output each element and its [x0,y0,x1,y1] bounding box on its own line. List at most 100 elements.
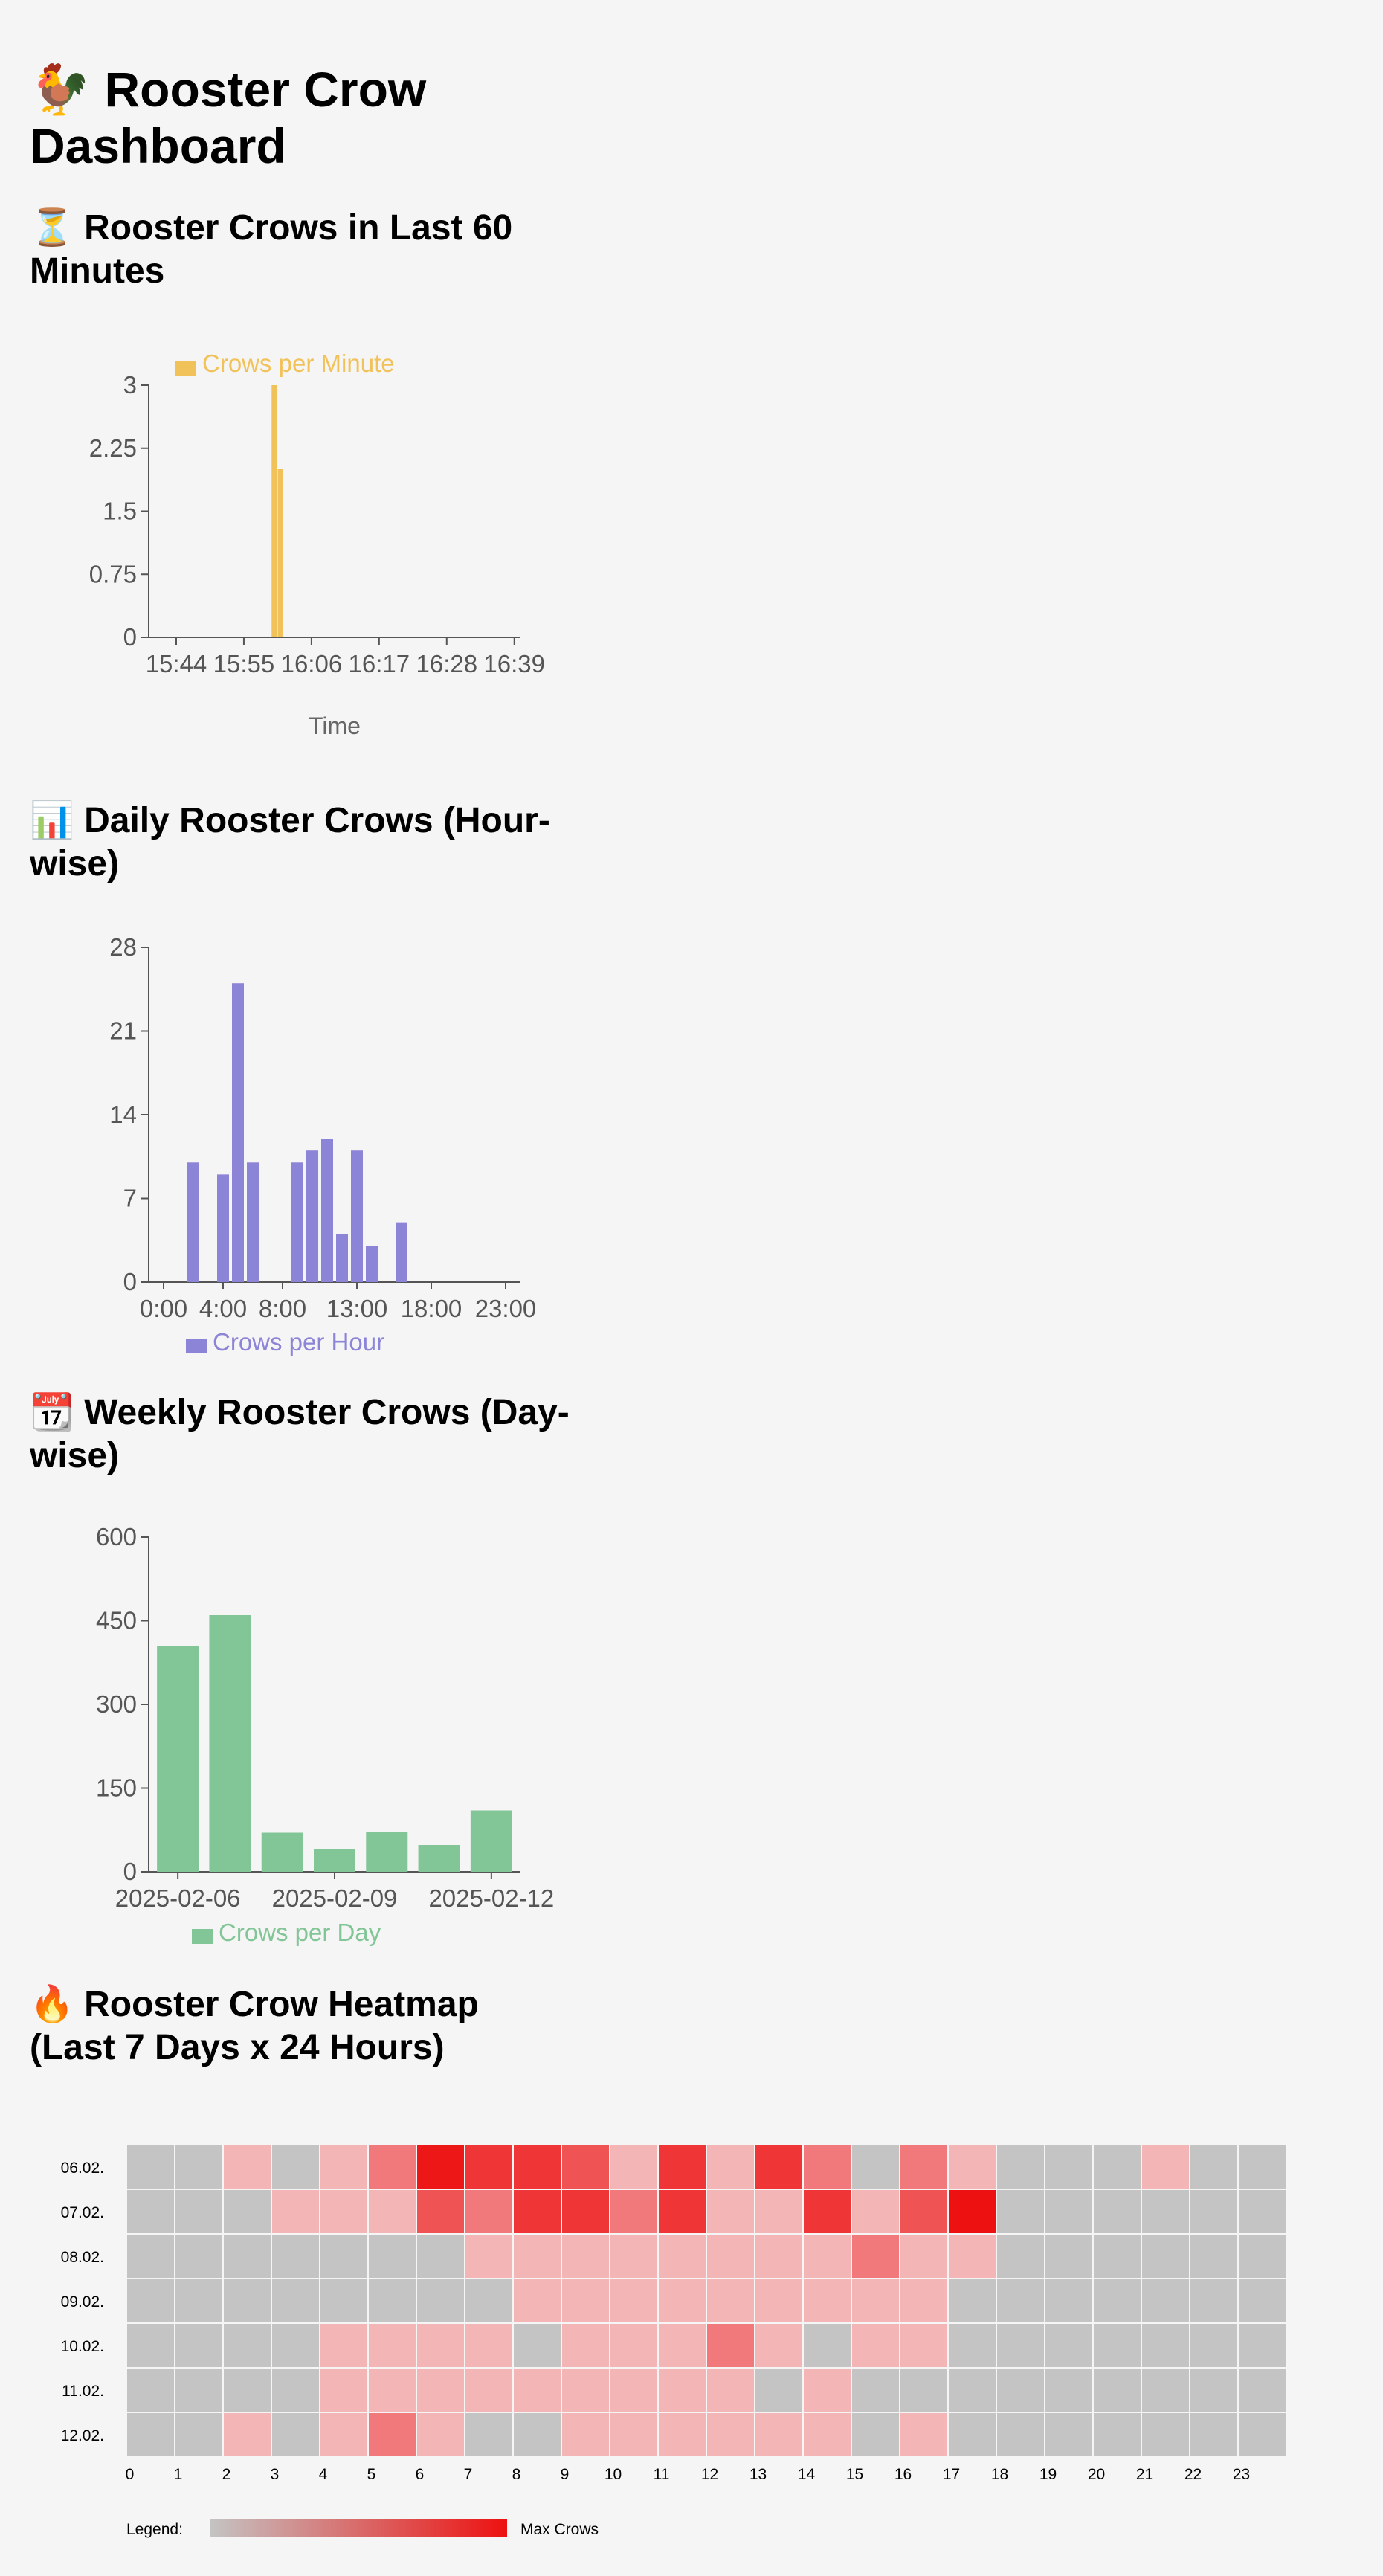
hourly-bar [396,1222,407,1282]
page-title: 🐓 Rooster Crow Dashboard [30,62,427,173]
x-axis-title: Time [309,712,361,739]
heatmap-cell [367,2278,417,2324]
heatmap-cell [947,2367,997,2413]
heatmap-col-label: 16 [894,2466,912,2483]
heatmap-cell [319,2278,369,2324]
heatmap-cell [319,2189,369,2235]
heatmap-cell [802,2189,852,2235]
heatmap-cell [126,2233,175,2279]
heatmap-cell [996,2189,1045,2235]
heatmap-cell [464,2233,514,2279]
heatmap-cell [754,2278,804,2324]
heatmap-cell [754,2412,804,2458]
heatmap-cell [899,2189,949,2235]
hourly-bar [336,1234,348,1282]
heatmap-cell [609,2144,659,2190]
x-tick-label: 2025-02-12 [428,1884,554,1912]
heatmap-cell [174,2322,224,2369]
heatmap-cell [367,2144,417,2190]
heatmap-cell [1237,2322,1287,2369]
heatmap-cell [1141,2367,1190,2413]
heatmap-cell [512,2412,562,2458]
hourly-bar [291,1162,303,1282]
weekly-bar [209,1615,251,1872]
heatmap-cell [706,2189,755,2235]
heatmap-cell [657,2144,707,2190]
minute-chart: 0 0.75 1.5 2.25 3 15:44 15:55 16:06 16:17 16:28 16… [89,350,545,739]
y-tick-label: 0 [123,623,137,651]
x-tick-label: 15:55 [213,650,275,677]
y-tick-label: 300 [96,1690,137,1718]
heatmap-cell [416,2367,465,2413]
heatmap-cell [706,2412,755,2458]
y-tick-label: 1.5 [103,498,137,525]
heatmap-cell [754,2189,804,2235]
heatmap-cell [319,2322,369,2369]
heatmap-col-label: 4 [319,2466,328,2483]
heatmap-cell [271,2189,320,2235]
y-tick-label: 150 [96,1774,137,1802]
heatmap-cell [802,2144,852,2190]
heatmap-col-label: 19 [1039,2466,1057,2483]
hourly-bar [247,1162,259,1282]
heatmap-cell [561,2189,610,2235]
heatmap-cell [802,2233,852,2279]
x-tick-label: 16:17 [349,650,410,677]
legend-label: Crows per Minute [202,350,395,377]
y-tick-label: 600 [96,1523,137,1551]
heatmap-cell [1189,2144,1239,2190]
heatmap-cell [706,2144,755,2190]
heatmap-cell [706,2322,755,2369]
heatmap-cell [1092,2189,1142,2235]
heatmap-col-label: 13 [749,2466,767,2483]
heatmap-cell [512,2144,562,2190]
heatmap-cell [464,2144,514,2190]
heatmap-cell [1141,2412,1190,2458]
heatmap-cell [1141,2278,1190,2324]
heatmap-cell [561,2322,610,2369]
heatmap-col-label: 12 [701,2466,718,2483]
minute-section-title: ⏳ Rooster Crows in Last 60 Minutes [30,208,513,291]
heatmap-cell [464,2189,514,2235]
heatmap-cell [996,2233,1045,2279]
heatmap-cell [657,2322,707,2369]
heatmap-cell [609,2367,659,2413]
hourly-bar [306,1150,318,1282]
y-tick-label: 450 [96,1607,137,1635]
heatmap-cell [1092,2278,1142,2324]
x-tick-label: 2025-02-06 [115,1884,241,1912]
heatmap-cell [367,2189,417,2235]
heatmap-cell [512,2367,562,2413]
heatmap-cell [851,2233,900,2279]
heatmap-cell [1237,2144,1287,2190]
weekly-bar [157,1646,199,1872]
heatmap-cell [126,2412,175,2458]
heatmap-cell [561,2278,610,2324]
x-tick-label: 4:00 [199,1295,247,1322]
heatmap-cell [367,2367,417,2413]
heatmap-cell [947,2189,997,2235]
x-tick-label: 16:39 [483,650,545,677]
x-tick-label: 0:00 [140,1295,187,1322]
heatmap-cell [464,2322,514,2369]
heatmap-cell [126,2278,175,2324]
minute-bar [277,469,283,637]
heatmap-cell [706,2233,755,2279]
heatmap-cell [271,2144,320,2190]
heatmap-cell [416,2412,465,2458]
heatmap-cell [512,2278,562,2324]
heatmap-col-label: 21 [1136,2466,1153,2483]
y-tick-label: 2.25 [89,434,137,462]
heatmap-cell [174,2144,224,2190]
heatmap-cell [222,2367,272,2413]
heatmap-cell [947,2278,997,2324]
heatmap-cell [657,2367,707,2413]
heatmap-cell [1044,2233,1094,2279]
legend-swatch [192,1929,213,1944]
x-tick-label: 15:44 [146,650,207,677]
legend-max-label: Max Crows [520,2521,599,2538]
legend-label: Legend: [126,2521,183,2538]
heatmap-col-label: 11 [654,2466,670,2483]
heatmap-row-label: 12.02. [61,2427,104,2444]
hourly-bar [217,1174,229,1282]
